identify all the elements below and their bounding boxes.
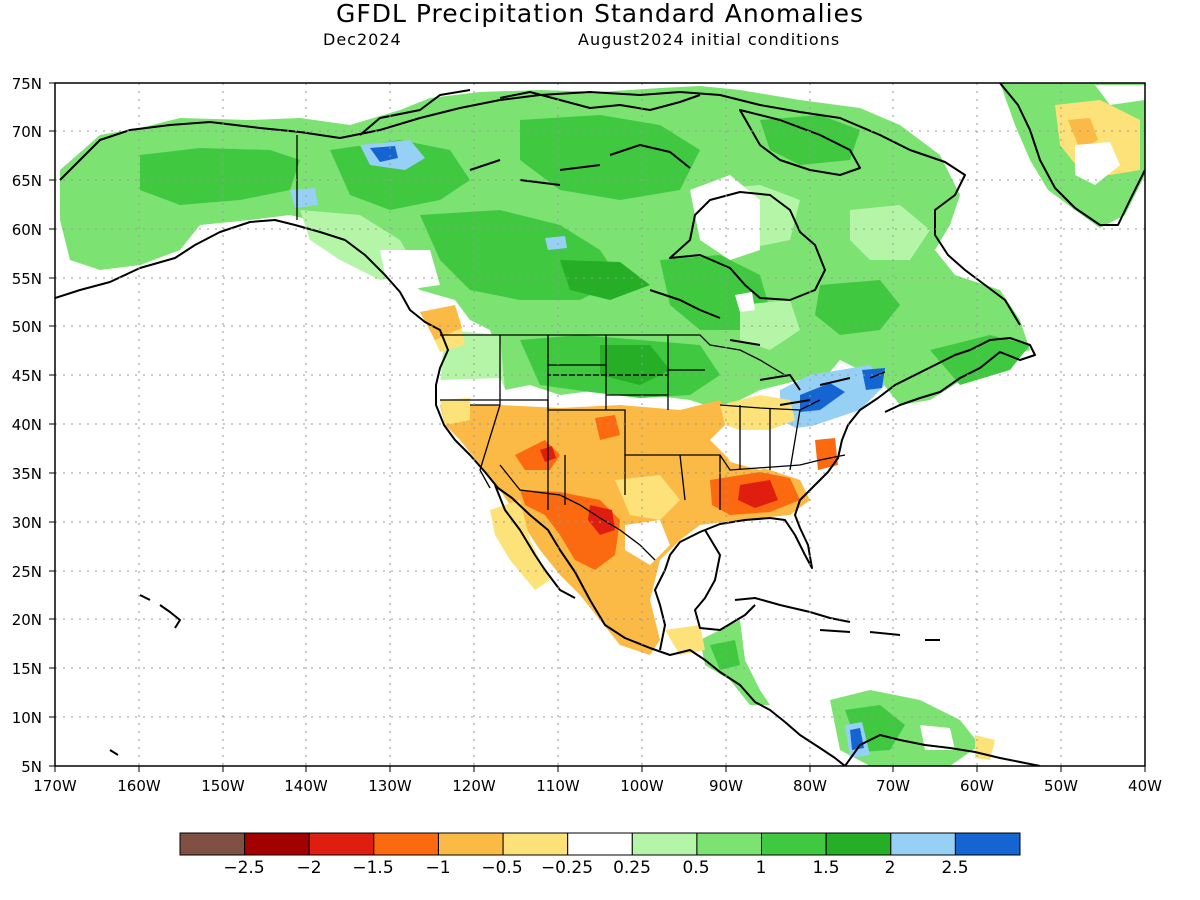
lat-label: 20N [12, 611, 42, 629]
lon-label: 50W [1044, 777, 1078, 795]
anomaly-field [60, 83, 1145, 766]
lat-label: 35N [12, 465, 42, 483]
colorbar-swatch [761, 832, 827, 856]
colorbar-swatch [179, 832, 246, 856]
lat-label: 50N [12, 318, 42, 336]
colorbar-swatch [373, 832, 439, 856]
political-borders [296, 135, 886, 561]
target-month-label: Dec2024 [323, 30, 402, 49]
colorbar-label: −0.25 [541, 858, 593, 878]
lon-label: 140W [284, 777, 328, 795]
coastlines [55, 83, 1145, 766]
lon-label: 100W [620, 777, 664, 795]
lon-label: 160W [117, 777, 161, 795]
colorbar-swatch [438, 832, 504, 856]
lon-label: 70W [876, 777, 910, 795]
lon-label: 90W [709, 777, 743, 795]
colorbar-swatch [244, 832, 310, 856]
colorbar-swatch [825, 832, 892, 856]
colorbar-label: −0.5 [481, 858, 522, 878]
lat-label: 75N [12, 75, 42, 93]
lat-label: 25N [12, 563, 42, 581]
map-title: GFDL Precipitation Standard Anomalies [336, 0, 864, 28]
lat-label: 15N [12, 660, 42, 678]
colorbar [179, 832, 1021, 856]
colorbar-swatch [567, 832, 633, 856]
lon-label: 110W [536, 777, 580, 795]
lon-label: 120W [452, 777, 496, 795]
longitude-labels: 170W 160W 150W 140W 130W 120W 110W 100W … [33, 777, 1162, 795]
lon-label: 80W [793, 777, 827, 795]
lat-label: 5N [21, 758, 42, 776]
colorbar-swatch [696, 832, 763, 856]
colorbar-label: 1 [756, 858, 767, 878]
colorbar-label: 0.5 [682, 858, 709, 878]
colorbar-label: −2 [296, 858, 321, 878]
lat-label: 65N [12, 172, 42, 190]
lat-label: 55N [12, 270, 42, 288]
tick-marks [49, 82, 1146, 772]
colorbar-labels: −2.5 −2 −1.5 −1 −0.5 −0.25 0.25 0.5 1 1.… [223, 858, 968, 878]
lat-label: 45N [12, 367, 42, 385]
colorbar-swatch [631, 832, 698, 856]
latitude-labels: 75N 70N 65N 60N 55N 50N 45N 40N 35N 30N … [12, 75, 42, 776]
lon-label: 60W [960, 777, 994, 795]
colorbar-label: −1.5 [352, 858, 393, 878]
lat-label: 30N [12, 514, 42, 532]
colorbar-swatch [502, 832, 569, 856]
lon-label: 130W [368, 777, 412, 795]
lon-label: 40W [1128, 777, 1162, 795]
colorbar-label: 1.5 [812, 858, 839, 878]
lon-label: 150W [201, 777, 245, 795]
lat-label: 10N [12, 709, 42, 727]
colorbar-swatch [308, 832, 375, 856]
colorbar-label: −1 [425, 858, 450, 878]
lat-label: 40N [12, 416, 42, 434]
initial-conditions-label: August2024 initial conditions [578, 30, 841, 49]
colorbar-swatch [954, 832, 1021, 856]
gridlines [55, 83, 1145, 766]
lon-label: 170W [33, 777, 77, 795]
lat-label: 60N [12, 221, 42, 239]
colorbar-swatch [890, 832, 956, 856]
colorbar-label: 0.25 [613, 858, 651, 878]
colorbar-label: −2.5 [223, 858, 264, 878]
colorbar-label: 2.5 [941, 858, 968, 878]
colorbar-label: 2 [885, 858, 896, 878]
lat-label: 70N [12, 123, 42, 141]
